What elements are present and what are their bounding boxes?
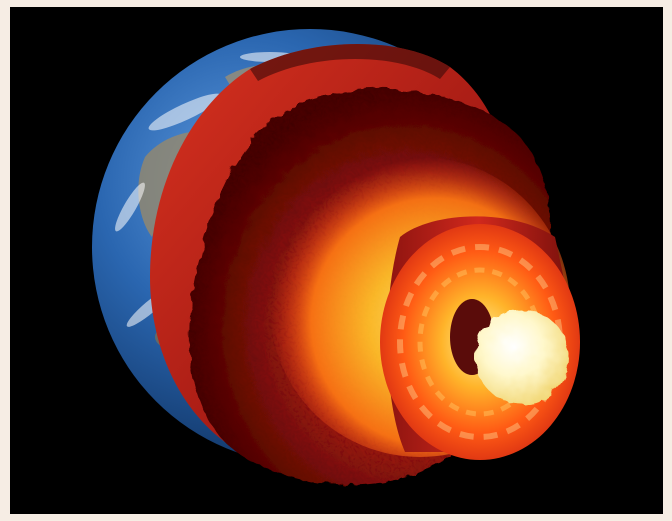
inner-core: [475, 310, 569, 404]
earth-cutaway-illustration: [92, 29, 580, 485]
image-frame: [10, 7, 663, 514]
crust-edge-shadow: [250, 43, 450, 81]
